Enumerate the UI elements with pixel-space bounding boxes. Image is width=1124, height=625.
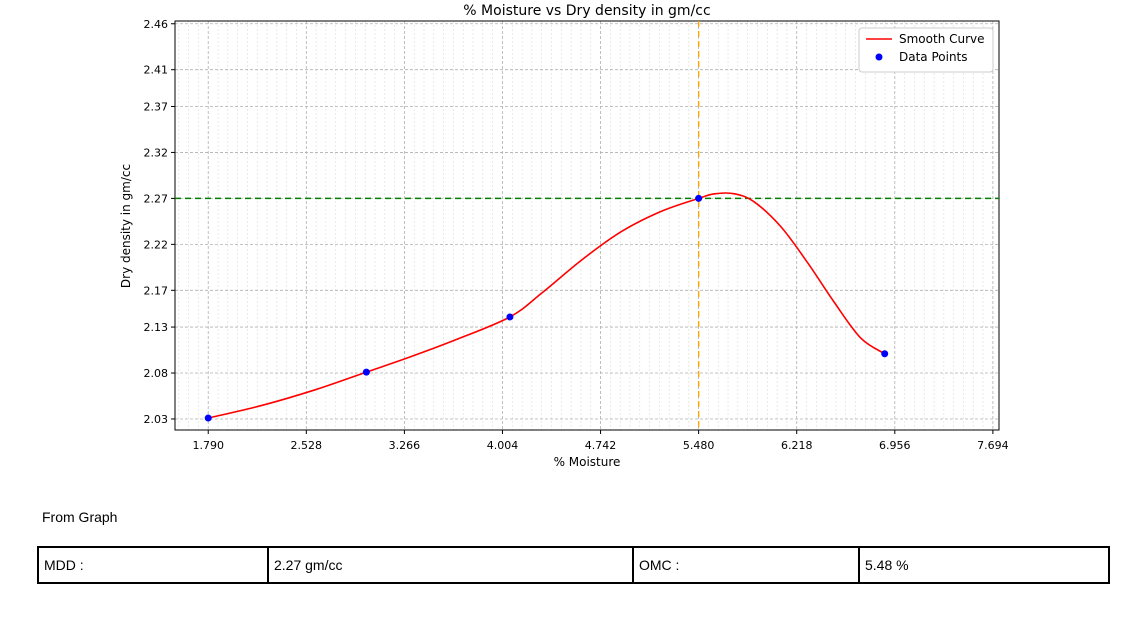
data-points <box>204 194 889 422</box>
data-point <box>362 368 370 376</box>
x-tick-label: 4.742 <box>585 439 617 452</box>
mdd-label: MDD : <box>37 546 269 584</box>
y-tick-label: 2.37 <box>144 100 169 113</box>
x-tick-label: 3.266 <box>389 439 421 452</box>
y-axis-ticks: 2.03 2.08 2.13 2.17 2.22 2.27 2.32 2.37 2.41 2.46 <box>144 18 175 426</box>
y-tick-label: 2.46 <box>144 18 169 31</box>
legend: Smooth Curve Data Points <box>858 27 994 73</box>
data-point <box>881 350 889 358</box>
legend-label-data-points: Data Points <box>899 50 968 64</box>
y-tick-label: 2.27 <box>144 192 169 205</box>
chart: 1.790 2.528 3.266 4.004 4.742 5.480 6.218 6.956… <box>119 3 1009 469</box>
x-tick-label: 4.004 <box>487 439 519 452</box>
legend-label-smooth-curve: Smooth Curve <box>899 32 985 46</box>
x-axis-ticks: 1.790 2.528 3.266 4.004 4.742 5.480 6.218 6.956… <box>192 430 1009 452</box>
from-graph-caption: From Graph <box>42 509 118 525</box>
table-row: MDD : 2.27 gm/cc OMC : 5.48 % <box>37 546 1110 584</box>
x-tick-label: 1.790 <box>192 439 224 452</box>
smooth-curve-line <box>208 192 886 419</box>
y-tick-label: 2.13 <box>144 321 169 334</box>
x-tick-label: 2.528 <box>291 439 323 452</box>
y-tick-label: 2.03 <box>144 413 169 426</box>
y-tick-label: 2.08 <box>144 367 169 380</box>
y-axis-label: Dry density in gm/cc <box>119 164 133 288</box>
y-tick-label: 2.32 <box>144 146 169 159</box>
y-tick-label: 2.17 <box>144 284 169 297</box>
y-tick-label: 2.22 <box>144 238 169 251</box>
x-tick-label: 7.694 <box>977 439 1009 452</box>
x-tick-label: 6.218 <box>781 439 813 452</box>
x-tick-label: 6.956 <box>879 439 911 452</box>
x-tick-label: 5.480 <box>683 439 715 452</box>
data-point <box>695 194 703 202</box>
omc-label: OMC : <box>632 546 860 584</box>
data-point <box>204 414 212 422</box>
data-point <box>506 313 514 321</box>
y-tick-label: 2.41 <box>144 64 169 77</box>
minor-grid <box>178 21 984 430</box>
legend-point-swatch <box>875 53 883 61</box>
results-table: MDD : 2.27 gm/cc OMC : 5.48 % <box>37 546 1110 584</box>
omc-value: 5.48 % <box>858 546 1110 584</box>
legend-box <box>858 27 994 73</box>
mdd-value: 2.27 gm/cc <box>267 546 634 584</box>
chart-title: % Moisture vs Dry density in gm/cc <box>463 3 710 19</box>
plot-frame <box>174 20 1000 431</box>
x-axis-label: % Moisture <box>554 455 621 469</box>
